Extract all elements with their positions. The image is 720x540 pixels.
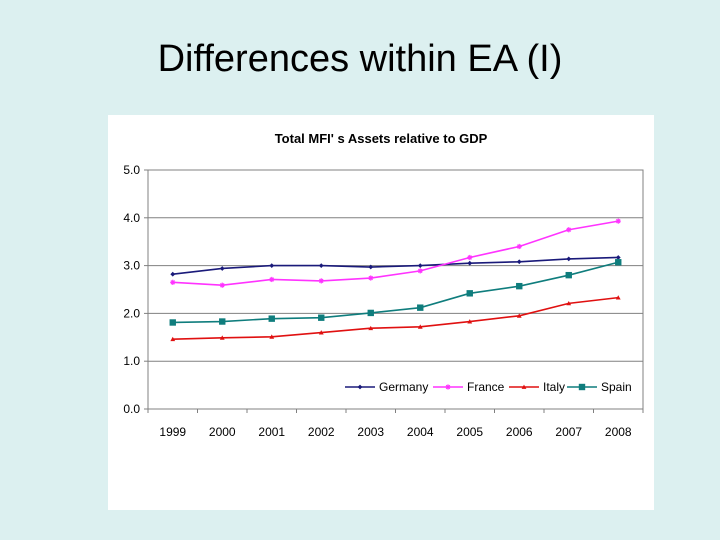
x-tick-label: 2005: [456, 425, 483, 439]
data-point-france: [516, 243, 522, 250]
data-point-germany: [318, 263, 324, 268]
chart-title: Total MFI' s Assets relative to GDP: [275, 131, 488, 146]
data-point-spain: [169, 319, 176, 326]
data-point-spain: [268, 315, 275, 322]
data-point-spain: [565, 271, 572, 279]
x-tick-label: 2000: [209, 425, 236, 439]
data-point-france: [170, 279, 176, 285]
series-line-germany: [172, 256, 619, 275]
data-point-spain: [219, 318, 226, 325]
series-line-italy: [172, 296, 619, 341]
legend-marker-germany: [357, 384, 363, 390]
x-tick-label: 2007: [555, 425, 582, 439]
data-point-germany: [170, 271, 176, 277]
x-tick-label: 2008: [605, 425, 632, 439]
data-point-germany: [417, 263, 423, 268]
legend-label-spain: Spain: [601, 380, 632, 394]
legend-marker-italy: [521, 384, 527, 389]
data-point-germany: [566, 256, 572, 262]
data-point-germany: [467, 260, 473, 266]
x-tick-label: 2002: [308, 425, 335, 439]
legend-label-germany: Germany: [379, 380, 428, 394]
data-point-france: [318, 278, 324, 284]
legend-marker-france: [445, 384, 451, 390]
data-point-italy: [318, 330, 324, 335]
data-point-france: [566, 227, 572, 233]
series-line-france: [172, 220, 619, 287]
data-point-france: [219, 282, 225, 288]
data-point-france: [615, 218, 621, 224]
data-point-germany: [219, 266, 225, 271]
data-point-germany: [269, 263, 275, 268]
y-tick-label: 4.0: [123, 211, 140, 225]
x-tick-label: 1999: [159, 425, 186, 439]
data-point-spain: [367, 309, 374, 317]
legend-marker-spain: [578, 383, 586, 391]
legend-label-italy: Italy: [543, 380, 565, 394]
series-line-spain: [172, 261, 619, 324]
y-tick-label: 5.0: [123, 163, 140, 177]
slide-title: Differences within EA (I): [157, 38, 563, 80]
data-point-france: [269, 276, 275, 283]
x-tick-label: 2006: [506, 425, 533, 439]
data-point-spain: [318, 314, 325, 321]
line-chart: Total MFI' s Assets relative to GDP 0.0 1…: [123, 131, 644, 439]
data-point-spain: [466, 290, 473, 297]
data-point-italy: [368, 325, 374, 331]
data-point-spain: [417, 304, 424, 311]
plot-area: [147, 169, 644, 410]
data-point-italy: [566, 300, 572, 306]
data-point-spain: [516, 282, 523, 290]
data-point-france: [417, 268, 423, 274]
data-point-italy: [269, 334, 275, 339]
data-point-italy: [615, 295, 621, 300]
data-point-italy: [417, 324, 423, 329]
y-tick-label: 0.0: [123, 402, 140, 416]
data-point-france: [467, 254, 473, 261]
data-point-germany: [516, 259, 522, 265]
data-point-france: [368, 275, 374, 281]
data-point-germany: [368, 264, 374, 270]
x-tick-label: 2004: [407, 425, 434, 439]
y-tick-label: 2.0: [123, 306, 140, 320]
data-point-italy: [219, 335, 225, 340]
data-point-spain: [615, 259, 622, 266]
data-point-italy: [516, 313, 522, 318]
chart-frame: Total MFI' s Assets relative to GDP 0.0 1…: [108, 115, 654, 510]
y-tick-label: 1.0: [123, 354, 140, 368]
x-tick-label: 2001: [258, 425, 285, 439]
legend-label-france: France: [467, 380, 505, 394]
data-point-italy: [467, 319, 473, 324]
y-tick-label: 3.0: [123, 259, 140, 273]
x-tick-label: 2003: [357, 425, 384, 439]
data-point-italy: [170, 336, 176, 342]
